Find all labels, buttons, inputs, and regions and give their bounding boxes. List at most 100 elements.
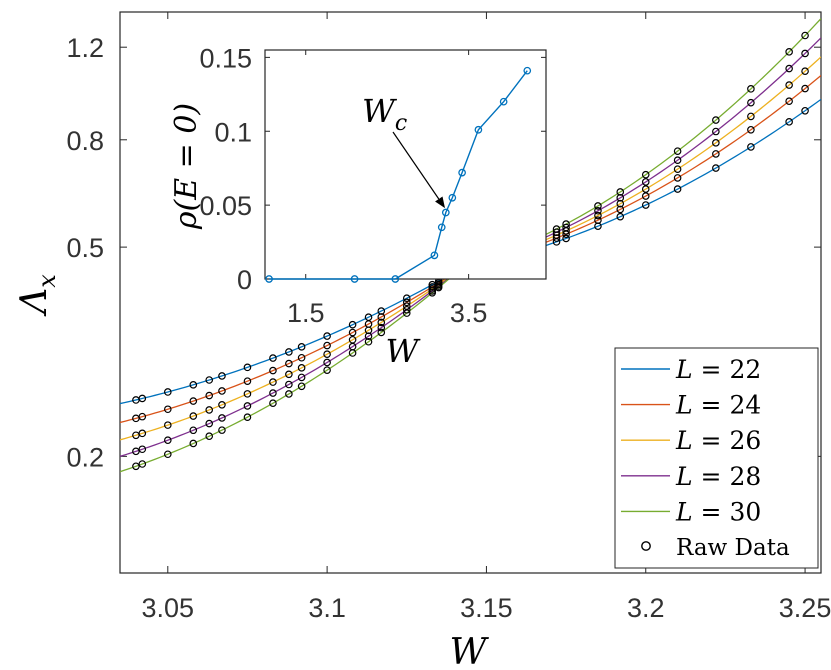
raw-data-point	[616, 212, 625, 221]
raw-data-point	[205, 391, 214, 400]
raw-data-point	[562, 223, 570, 232]
raw-data-point	[641, 178, 650, 186]
raw-data-point	[673, 174, 682, 182]
raw-data-point	[243, 402, 252, 410]
raw-data-point	[641, 201, 650, 209]
inset-data-point	[265, 275, 273, 283]
legend-box	[614, 347, 819, 569]
legend-label-L22: L = 22	[675, 355, 761, 384]
raw-data-point	[243, 390, 252, 398]
inset-y-axis-label: ρ(E = 0)	[169, 103, 204, 230]
inset-line	[269, 70, 528, 280]
inset-x-tick-label: 3.5	[450, 298, 488, 328]
legend-label-L24: L = 24	[675, 391, 761, 420]
raw-data-point	[594, 206, 602, 215]
raw-data-point	[594, 202, 602, 210]
wc-arrow-line	[392, 131, 440, 200]
main-y-tick-label: 0.2	[66, 442, 104, 472]
inset-plot-area	[264, 49, 547, 280]
legend-entries: L = 22 L = 24 L = 26 L = 28 L = 30 Raw Data	[621, 355, 790, 561]
raw-data-point	[673, 185, 682, 193]
main-x-ticks: 3.05 3.1 3.15 3.2 3.25	[142, 12, 831, 623]
inset-series	[265, 66, 532, 283]
raw-data-point	[285, 380, 293, 389]
raw-data-point	[428, 288, 437, 297]
legend-marker-raw-data	[641, 541, 651, 551]
main-y-tick-label: 0.8	[66, 126, 104, 156]
inset-y-tick-label: 0.15	[199, 43, 252, 73]
raw-data-point	[205, 406, 214, 414]
main-y-ticks: 0.2 0.5 0.8 1.2	[66, 33, 821, 472]
raw-data-point	[218, 400, 226, 409]
raw-data-point	[285, 359, 293, 368]
raw-data-point	[164, 436, 172, 445]
inset-data-point	[523, 66, 532, 75]
raw-data-point	[189, 426, 198, 435]
main-x-tick-label: 3.05	[142, 593, 195, 623]
raw-data-point	[801, 84, 809, 93]
inset-data-point	[441, 208, 450, 217]
wc-annotation: Wc	[362, 92, 445, 209]
wc-annotation-symbol: W	[362, 92, 398, 130]
raw-data-point	[616, 205, 625, 214]
raw-data-point	[801, 67, 809, 76]
raw-data-point	[364, 337, 373, 346]
raw-data-point	[138, 460, 147, 468]
raw-data-point	[138, 445, 147, 454]
raw-data-point	[285, 390, 293, 398]
legend-label-L30: L = 30	[675, 497, 761, 526]
raw-data-point	[641, 170, 650, 179]
main-x-tick-label: 3.15	[460, 593, 513, 623]
raw-data-point	[348, 349, 357, 357]
raw-data-point	[747, 98, 755, 107]
raw-data-point	[364, 332, 373, 341]
raw-data-point	[785, 118, 793, 126]
raw-data-point	[269, 389, 277, 397]
raw-data-point	[594, 211, 602, 220]
legend-label-L28: L = 28	[675, 462, 761, 491]
raw-data-point	[269, 378, 277, 386]
wc-arrow-head	[435, 196, 445, 209]
raw-data-point	[552, 225, 561, 233]
raw-data-point	[712, 127, 720, 136]
raw-data-point	[402, 305, 411, 314]
inset-y-tick-label: 0.1	[214, 117, 252, 147]
raw-data-point	[269, 399, 277, 408]
raw-data-point	[562, 220, 570, 228]
raw-data-point	[747, 112, 755, 121]
main-y-axis-label: Λx	[14, 274, 61, 317]
raw-data-point	[402, 294, 411, 303]
main-x-tick-label: 3.1	[308, 593, 346, 623]
raw-data-point	[377, 318, 386, 327]
raw-data-point	[297, 373, 306, 382]
inset-x-tick-label: 1.5	[287, 298, 325, 328]
raw-data-point	[402, 309, 411, 317]
inset-data-point	[458, 168, 466, 177]
inset-data-point	[350, 275, 359, 283]
raw-data-point	[132, 447, 140, 456]
raw-data-point	[377, 323, 386, 332]
main-y-tick-label: 0.5	[66, 233, 104, 263]
raw-data-point	[218, 372, 226, 380]
main-x-tick-label: 3.2	[627, 593, 665, 623]
raw-data-point	[377, 313, 386, 321]
main-y-axis-symbol: Λ	[14, 288, 55, 317]
main-x-tick-label: 3.25	[779, 593, 831, 623]
wc-annotation-label: Wc	[362, 92, 407, 136]
raw-data-point	[323, 366, 331, 374]
main-x-axis-label: W	[449, 632, 489, 670]
inset-x-axis-label: W	[386, 332, 422, 370]
raw-data-point	[323, 332, 331, 340]
raw-data-point	[785, 48, 793, 56]
main-y-axis-subscript: x	[33, 274, 61, 288]
legend: L = 22 L = 24 L = 26 L = 28 L = 30 Raw Data	[614, 347, 819, 569]
raw-data-point	[138, 394, 147, 403]
inset-data-point	[437, 223, 446, 232]
raw-data-point	[323, 350, 331, 359]
raw-data-point	[348, 320, 357, 329]
raw-data-point	[218, 426, 226, 434]
raw-data-point	[747, 125, 755, 134]
raw-data-point	[552, 228, 561, 236]
legend-label-raw-data: Raw Data	[676, 535, 790, 561]
raw-data-point	[801, 106, 809, 115]
